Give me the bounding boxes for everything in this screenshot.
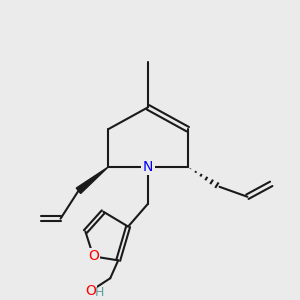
Text: O: O (85, 284, 96, 298)
Polygon shape (76, 167, 108, 194)
Text: N: N (143, 160, 153, 174)
Text: H: H (94, 286, 104, 299)
Text: O: O (88, 249, 99, 263)
